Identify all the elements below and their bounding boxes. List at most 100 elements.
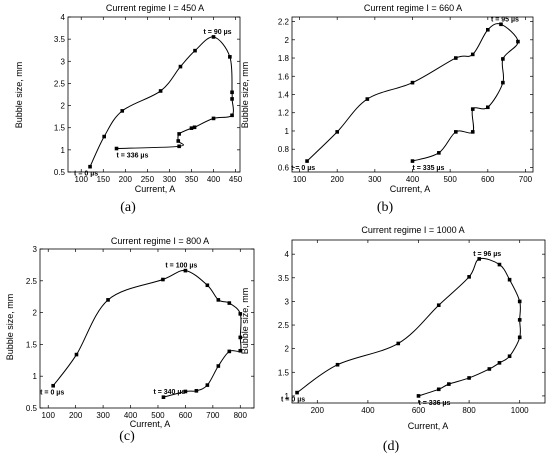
series-line (89, 36, 234, 167)
x-tick-label: 250 (141, 175, 155, 184)
y-tick-label: 0.5 (54, 168, 66, 177)
data-point (238, 312, 243, 316)
plot-frame (67, 16, 241, 173)
chart-title: Current regime I = 660 A (364, 3, 462, 13)
y-tick-label: 1 (33, 372, 38, 381)
data-point (470, 52, 475, 57)
panel-label: (d) (383, 439, 400, 454)
x-tick-label: 500 (151, 411, 165, 420)
data-point (454, 130, 458, 134)
x-tick-label: 400 (207, 175, 221, 184)
x-tick-label: 600 (412, 406, 426, 415)
data-point (205, 283, 210, 288)
x-tick-label: 100 (42, 411, 56, 420)
data-point (178, 64, 183, 69)
y-tick-label: 1.2 (278, 109, 290, 118)
y-tick-label: 4 (61, 13, 66, 22)
y-tick-label: 1 (285, 127, 290, 136)
data-point (507, 354, 512, 359)
data-point (228, 55, 232, 59)
data-point (517, 318, 522, 322)
x-tick-label: 600 (481, 175, 495, 184)
x-axis-label: Current, A (135, 184, 176, 194)
chart-panel-4: Current regime I = 1000 A 200 400 600 800 100… (240, 225, 546, 454)
data-point (487, 367, 492, 371)
time-annotation: t = 0 µs (291, 165, 315, 172)
data-point (447, 382, 451, 386)
x-tick-label: 500 (443, 175, 457, 184)
time-annotation: t = 0 µs (281, 397, 305, 404)
y-tick-label: 1 (61, 146, 66, 155)
data-point (305, 159, 309, 163)
time-annotation: t = 96 µs (473, 251, 501, 258)
data-point (230, 97, 234, 101)
y-tick-label: 0.6 (278, 163, 290, 172)
data-point (189, 126, 194, 130)
time-annotation: t = 100 µs (165, 263, 197, 270)
time-annotation: t = 336 µs (117, 153, 149, 160)
x-tick-label: 200 (69, 411, 83, 420)
y-tick-label: 3.5 (278, 274, 290, 283)
data-point (410, 159, 415, 163)
y-tick-label: 2 (33, 309, 38, 318)
x-tick-label: 200 (331, 175, 345, 184)
panel-label: (b) (377, 200, 394, 215)
data-point (507, 277, 512, 282)
time-annotation: t = 340 µs (153, 389, 185, 396)
y-tick-label: 2.5 (54, 79, 66, 88)
series-line (52, 270, 242, 398)
chart-panel-1: Current regime I = 450 A 100 150 200 250 300 3… (14, 3, 243, 215)
chart-title: Current regime I = 800 A (111, 236, 209, 246)
x-tick-label: 700 (519, 175, 533, 184)
x-tick-label: 100 (293, 175, 307, 184)
data-point (497, 361, 502, 365)
time-annotation: t = 336 µs (419, 400, 451, 407)
data-point (486, 105, 490, 110)
data-point (410, 80, 415, 85)
chart-panel-2: Current regime I = 660 A 100 200 300 400 500 6… (240, 3, 534, 215)
x-axis-label: Current, A (390, 184, 431, 194)
data-point (416, 394, 421, 398)
series-line (306, 23, 519, 162)
data-point (216, 298, 221, 302)
data-point (183, 389, 188, 394)
y-tick-label: 3.5 (54, 35, 66, 44)
data-point (114, 146, 119, 151)
data-point (497, 262, 502, 267)
data-point (211, 35, 216, 39)
data-point (106, 298, 110, 302)
y-axis-label: Bubble size, mm (5, 294, 15, 361)
y-tick-label: 2 (285, 345, 290, 354)
x-tick-label: 400 (124, 411, 138, 420)
data-point (230, 90, 234, 95)
data-point (120, 109, 125, 113)
y-tick-label: 1 (285, 392, 290, 401)
chart-title: Current regime I = 450 A (106, 3, 204, 13)
plot-frame (39, 248, 255, 409)
data-point (437, 151, 441, 155)
x-tick-label: 150 (97, 175, 111, 184)
data-point (183, 268, 188, 273)
data-point (161, 277, 165, 282)
data-point (454, 56, 458, 60)
data-point (436, 303, 441, 307)
data-point (192, 125, 197, 130)
time-annotation: t = 335 µs (413, 165, 445, 172)
x-tick-label: 800 (234, 411, 248, 420)
data-point (161, 395, 166, 399)
data-point (176, 139, 181, 143)
data-point (436, 387, 441, 392)
y-tick-label: 3 (33, 245, 38, 254)
y-tick-label: 2.5 (26, 277, 38, 286)
panel-label: (a) (120, 200, 136, 215)
data-point (486, 27, 490, 32)
time-annotation: t = 0 µs (74, 171, 98, 178)
x-tick-label: 1000 (511, 406, 529, 415)
x-tick-label: 450 (229, 175, 243, 184)
x-tick-label: 600 (179, 411, 193, 420)
y-tick-label: 4 (285, 250, 290, 259)
data-point (194, 389, 199, 393)
y-tick-label: 1.5 (278, 368, 290, 377)
y-tick-label: 3 (61, 57, 66, 66)
